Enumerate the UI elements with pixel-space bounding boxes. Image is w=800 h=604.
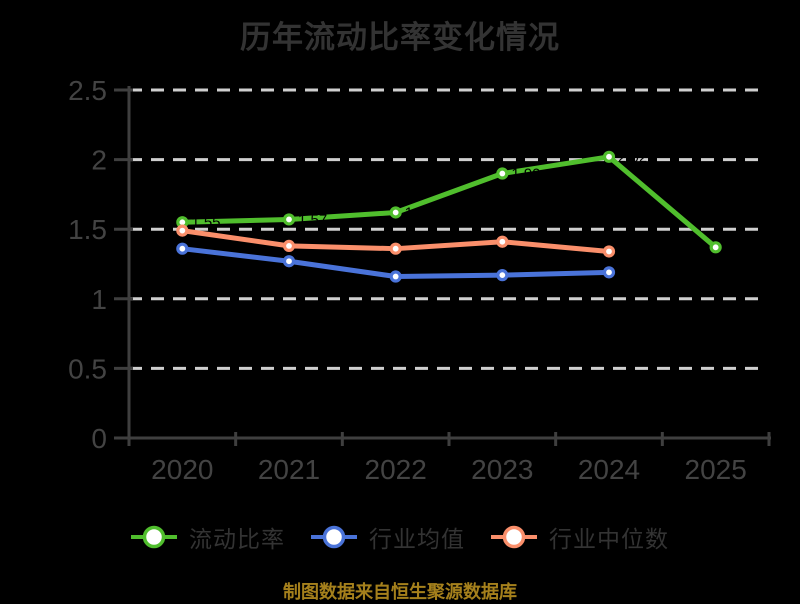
point-label: 2.02 xyxy=(618,149,647,166)
y-tick-label: 0.5 xyxy=(68,353,107,384)
data-point-marker xyxy=(282,213,296,226)
x-tick-label: 2025 xyxy=(685,454,747,485)
legend-label: 行业均值 xyxy=(369,526,465,552)
data-point-marker xyxy=(496,167,509,180)
data-point-marker xyxy=(282,255,296,268)
legend-item-0[interactable]: 流动比率 xyxy=(131,520,285,554)
legend-marker-icon xyxy=(311,525,357,549)
y-tick-label: 2.5 xyxy=(68,75,107,106)
legend-label: 流动比率 xyxy=(189,526,285,552)
data-source-note: 制图数据来自恒生聚源数据库 xyxy=(283,582,517,602)
point-label: 1.37 xyxy=(725,239,754,256)
data-point-marker xyxy=(389,270,402,283)
data-point-marker xyxy=(496,235,509,248)
point-label: 1.57 xyxy=(298,211,327,228)
data-point-marker xyxy=(709,241,722,254)
y-tick-label: 0 xyxy=(91,423,107,454)
y-tick-label: 1.5 xyxy=(68,214,107,245)
x-tick-label: 2020 xyxy=(151,454,213,485)
x-tick-label: 2022 xyxy=(365,454,427,485)
data-point-marker xyxy=(389,206,402,219)
data-point-marker xyxy=(176,224,189,237)
point-label: 1.55 xyxy=(191,214,220,231)
series-line xyxy=(179,154,719,250)
chart-legend: 流动比率 行业均值 行业中位数 xyxy=(0,521,800,553)
y-tick-label: 1 xyxy=(91,284,107,315)
point-label: 1.62 xyxy=(405,204,434,221)
x-tick-label: 2024 xyxy=(578,454,640,485)
data-point-marker xyxy=(282,239,296,253)
data-point-marker xyxy=(602,150,616,163)
y-tick-label: 2 xyxy=(91,145,107,176)
data-point-marker xyxy=(176,242,189,255)
legend-marker-icon xyxy=(491,525,537,549)
data-point-marker xyxy=(389,242,402,255)
chart-title: 历年流动比率变化情况 xyxy=(240,20,560,55)
legend-label: 行业中位数 xyxy=(549,526,669,552)
data-point-marker xyxy=(602,266,616,279)
point-label: 1.90 xyxy=(511,166,540,183)
data-point-marker xyxy=(496,269,509,282)
legend-item-1[interactable]: 行业均值 xyxy=(311,520,465,554)
data-point-marker xyxy=(602,245,616,258)
x-tick-label: 2023 xyxy=(471,454,533,485)
x-tick-label: 2021 xyxy=(258,454,320,485)
legend-marker-icon xyxy=(131,525,177,549)
legend-item-2[interactable]: 行业中位数 xyxy=(491,520,669,554)
